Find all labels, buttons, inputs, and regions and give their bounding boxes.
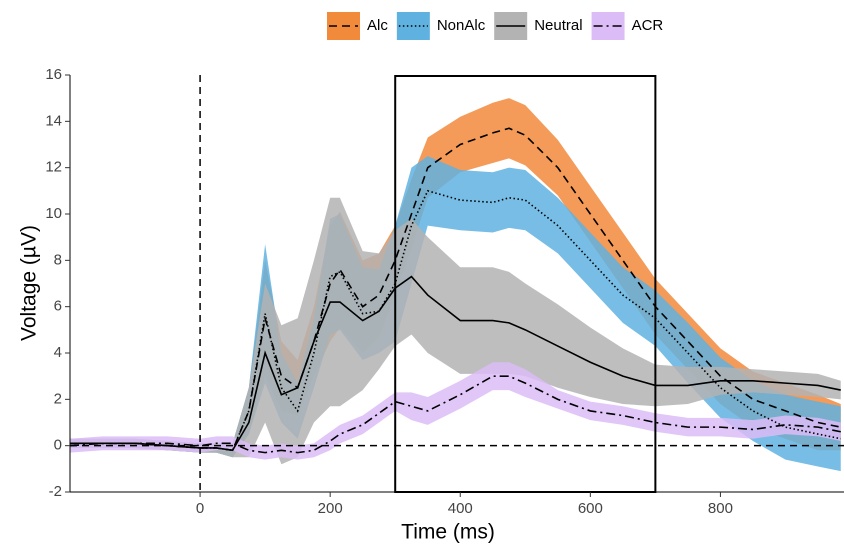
x-tick-label: 0 (196, 500, 204, 517)
legend-label: Neutral (534, 17, 582, 34)
x-tick-label: 200 (318, 500, 343, 517)
y-tick-label: 8 (54, 251, 62, 268)
legend-label: NonAlc (437, 17, 486, 34)
x-tick-label: 600 (578, 500, 603, 517)
confidence-band (70, 197, 841, 465)
legend-swatch (396, 12, 430, 40)
y-tick-label: -2 (49, 483, 62, 500)
y-tick-label: 12 (45, 159, 62, 176)
y-axis-title: Voltage (µV) (18, 225, 41, 341)
y-tick-label: 6 (54, 298, 62, 315)
x-axis-title: Time (ms) (401, 521, 495, 544)
y-tick-label: 10 (45, 205, 62, 222)
legend-label: ACR (632, 17, 664, 34)
y-tick-label: 2 (54, 390, 62, 407)
legend-label: Alc (367, 17, 388, 34)
series-line (69, 375, 841, 454)
x-tick-label: 800 (708, 500, 733, 517)
confidence-band (70, 362, 841, 460)
x-tick-label: 400 (448, 500, 473, 517)
y-tick-label: 0 (54, 437, 62, 454)
series-line (70, 189, 841, 452)
y-tick-label: 4 (54, 344, 62, 361)
y-tick-label: 14 (45, 112, 62, 129)
y-tick-label: 16 (45, 66, 62, 83)
